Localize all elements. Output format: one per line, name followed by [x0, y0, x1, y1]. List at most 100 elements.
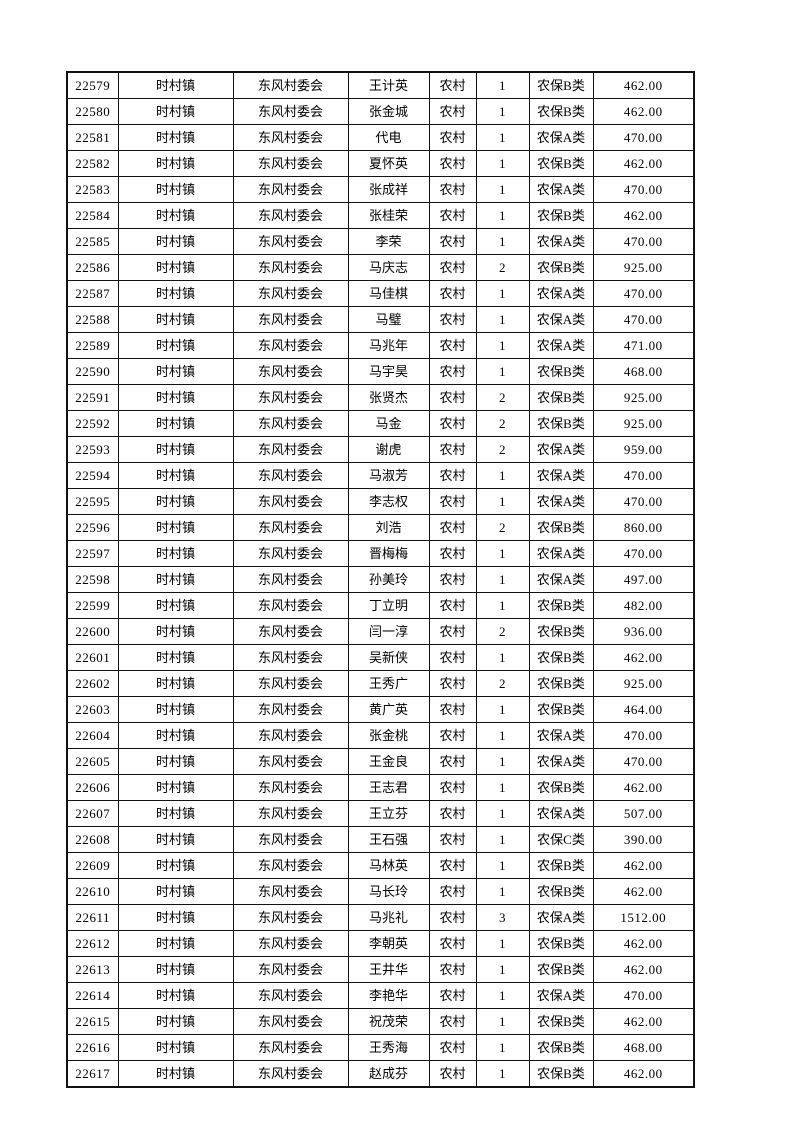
cell-village-committee: 东风村委会 [232, 410, 349, 437]
cell-town: 时村镇 [117, 644, 234, 671]
cell-village-committee: 东风村委会 [232, 540, 349, 567]
table-row: 22594 时村镇 东风村委会 马淑芳 农村 1 农保A类 470.00 [66, 462, 695, 489]
cell-serial-number: 22595 [66, 488, 119, 515]
cell-person-name: 王计英 [347, 71, 430, 99]
cell-town: 时村镇 [117, 982, 234, 1009]
cell-amount: 925.00 [592, 384, 695, 411]
cell-amount: 925.00 [592, 670, 695, 697]
cell-village-committee: 东风村委会 [232, 462, 349, 489]
cell-village-committee: 东风村委会 [232, 1008, 349, 1035]
cell-serial-number: 22606 [66, 774, 119, 801]
table-row: 22601 时村镇 东风村委会 吴新侠 农村 1 农保B类 462.00 [66, 644, 695, 671]
cell-village-committee: 东风村委会 [232, 930, 349, 957]
cell-serial-number: 22587 [66, 280, 119, 307]
cell-village-committee: 东风村委会 [232, 956, 349, 983]
cell-village-committee: 东风村委会 [232, 878, 349, 905]
cell-insurance-category: 农保B类 [528, 202, 594, 229]
cell-town: 时村镇 [117, 436, 234, 463]
cell-town: 时村镇 [117, 774, 234, 801]
table-row: 22588 时村镇 东风村委会 马璧 农村 1 农保A类 470.00 [66, 306, 695, 333]
cell-residence-type: 农村 [428, 71, 477, 99]
cell-person-count: 1 [475, 566, 530, 593]
cell-village-committee: 东风村委会 [232, 150, 349, 177]
cell-serial-number: 22580 [66, 98, 119, 125]
cell-village-committee: 东风村委会 [232, 852, 349, 879]
table-row: 22581 时村镇 东风村委会 代电 农村 1 农保A类 470.00 [66, 124, 695, 151]
cell-residence-type: 农村 [428, 800, 477, 827]
cell-insurance-category: 农保B类 [528, 1034, 594, 1061]
cell-village-committee: 东风村委会 [232, 904, 349, 931]
cell-serial-number: 22586 [66, 254, 119, 281]
cell-person-count: 1 [475, 488, 530, 515]
cell-serial-number: 22596 [66, 514, 119, 541]
cell-amount: 462.00 [592, 930, 695, 957]
cell-residence-type: 农村 [428, 618, 477, 645]
table-row: 22616 时村镇 东风村委会 王秀海 农村 1 农保B类 468.00 [66, 1034, 695, 1061]
table-row: 22589 时村镇 东风村委会 马兆年 农村 1 农保A类 471.00 [66, 332, 695, 359]
cell-town: 时村镇 [117, 306, 234, 333]
table-row: 22597 时村镇 东风村委会 晋梅梅 农村 1 农保A类 470.00 [66, 540, 695, 567]
cell-residence-type: 农村 [428, 852, 477, 879]
cell-town: 时村镇 [117, 852, 234, 879]
cell-town: 时村镇 [117, 878, 234, 905]
table-row: 22604 时村镇 东风村委会 张金桃 农村 1 农保A类 470.00 [66, 722, 695, 749]
cell-person-count: 1 [475, 826, 530, 853]
cell-village-committee: 东风村委会 [232, 71, 349, 99]
cell-town: 时村镇 [117, 462, 234, 489]
cell-residence-type: 农村 [428, 254, 477, 281]
cell-amount: 462.00 [592, 1060, 695, 1088]
cell-village-committee: 东风村委会 [232, 514, 349, 541]
cell-residence-type: 农村 [428, 982, 477, 1009]
table-row: 22595 时村镇 东风村委会 李志权 农村 1 农保A类 470.00 [66, 488, 695, 515]
cell-amount: 470.00 [592, 228, 695, 255]
cell-residence-type: 农村 [428, 488, 477, 515]
cell-town: 时村镇 [117, 670, 234, 697]
cell-town: 时村镇 [117, 410, 234, 437]
cell-person-count: 1 [475, 592, 530, 619]
cell-residence-type: 农村 [428, 644, 477, 671]
table-row: 22582 时村镇 东风村委会 夏怀英 农村 1 农保B类 462.00 [66, 150, 695, 177]
cell-serial-number: 22582 [66, 150, 119, 177]
cell-serial-number: 22601 [66, 644, 119, 671]
cell-person-count: 2 [475, 514, 530, 541]
cell-town: 时村镇 [117, 930, 234, 957]
cell-person-count: 1 [475, 202, 530, 229]
cell-amount: 471.00 [592, 332, 695, 359]
table-row: 22593 时村镇 东风村委会 谢虎 农村 2 农保A类 959.00 [66, 436, 695, 463]
cell-person-name: 代电 [347, 124, 430, 151]
cell-person-count: 1 [475, 696, 530, 723]
cell-town: 时村镇 [117, 358, 234, 385]
cell-town: 时村镇 [117, 254, 234, 281]
cell-residence-type: 农村 [428, 904, 477, 931]
cell-amount: 462.00 [592, 878, 695, 905]
cell-amount: 468.00 [592, 1034, 695, 1061]
cell-amount: 470.00 [592, 280, 695, 307]
cell-person-name: 张贤杰 [347, 384, 430, 411]
cell-person-name: 马兆年 [347, 332, 430, 359]
cell-village-committee: 东风村委会 [232, 1060, 349, 1088]
cell-insurance-category: 农保B类 [528, 592, 594, 619]
cell-person-count: 1 [475, 878, 530, 905]
cell-person-count: 2 [475, 384, 530, 411]
cell-person-count: 1 [475, 228, 530, 255]
cell-town: 时村镇 [117, 956, 234, 983]
cell-person-count: 1 [475, 956, 530, 983]
cell-person-name: 张成祥 [347, 176, 430, 203]
cell-person-name: 马璧 [347, 306, 430, 333]
cell-amount: 1512.00 [592, 904, 695, 931]
cell-person-name: 祝茂荣 [347, 1008, 430, 1035]
cell-insurance-category: 农保A类 [528, 722, 594, 749]
cell-person-name: 赵成芬 [347, 1060, 430, 1088]
cell-person-count: 1 [475, 124, 530, 151]
cell-residence-type: 农村 [428, 540, 477, 567]
cell-person-name: 闫一淳 [347, 618, 430, 645]
table-row: 22611 时村镇 东风村委会 马兆礼 农村 3 农保A类 1512.00 [66, 904, 695, 931]
table-row: 22612 时村镇 东风村委会 李朝英 农村 1 农保B类 462.00 [66, 930, 695, 957]
cell-residence-type: 农村 [428, 722, 477, 749]
cell-person-count: 1 [475, 306, 530, 333]
cell-amount: 464.00 [592, 696, 695, 723]
cell-person-name: 黄广英 [347, 696, 430, 723]
cell-insurance-category: 农保B类 [528, 670, 594, 697]
cell-serial-number: 22579 [66, 71, 119, 99]
cell-serial-number: 22614 [66, 982, 119, 1009]
